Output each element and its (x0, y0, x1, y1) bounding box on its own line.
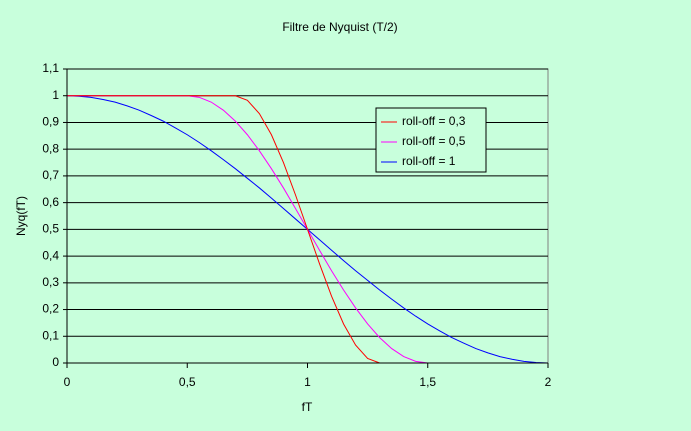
legend-label: roll-off = 0,3 (402, 114, 466, 128)
y-tick-label: 0,2 (42, 302, 59, 316)
y-tick-label: 1,1 (42, 61, 59, 75)
legend (375, 107, 487, 173)
legend-label: roll-off = 1 (402, 154, 456, 168)
y-tick-label: 0,3 (42, 275, 59, 289)
y-tick-label: 0,4 (42, 248, 59, 262)
y-tick-label: 0,9 (42, 115, 59, 129)
y-tick-label: 0,6 (42, 195, 59, 209)
y-tick-label: 1 (52, 88, 59, 102)
x-tick-label: 0 (64, 375, 71, 389)
x-axis-label: fT (302, 400, 313, 414)
x-tick-label: 1 (304, 375, 311, 389)
x-tick-label: 1,5 (419, 375, 436, 389)
y-tick-label: 0,8 (42, 141, 59, 155)
y-tick-label: 0,7 (42, 168, 59, 182)
y-tick-label: 0 (52, 355, 59, 369)
y-axis-label: Nyq(fT) (14, 196, 28, 236)
legend-label: roll-off = 0,5 (402, 134, 466, 148)
x-tick-label: 0,5 (179, 375, 196, 389)
y-tick-label: 0,1 (42, 328, 59, 342)
x-tick-label: 2 (545, 375, 552, 389)
chart-title: Filtre de Nyquist (T/2) (282, 20, 397, 34)
y-tick-label: 0,5 (42, 222, 59, 236)
